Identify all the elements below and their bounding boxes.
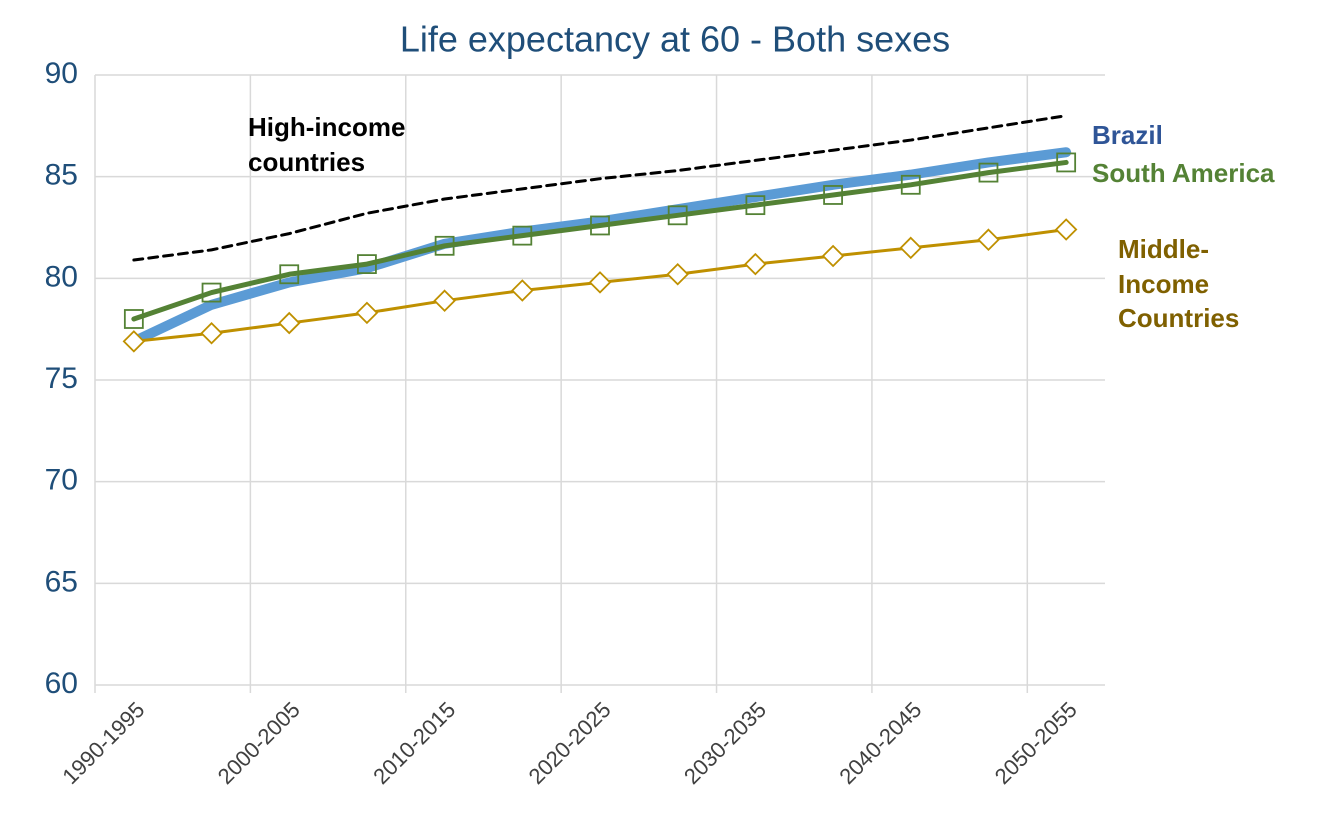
x-tick-label: 2030-2035 (679, 697, 771, 789)
marker (511, 279, 534, 302)
x-tick-label: 2020-2025 (524, 697, 616, 789)
chart-title: Life expectancy at 60 - Both sexes (400, 19, 950, 60)
y-tick-label: 70 (45, 464, 78, 497)
marker (977, 228, 1000, 251)
marker (1054, 218, 1078, 241)
y-tick-label: 80 (45, 260, 78, 293)
y-tick-label: 85 (45, 159, 78, 192)
marker (1056, 152, 1077, 173)
marker (666, 262, 689, 286)
marker (667, 205, 688, 226)
series-line (131, 159, 1069, 322)
marker (823, 185, 843, 205)
marker (123, 309, 144, 329)
series-label: High-income countries (248, 112, 406, 177)
marker (355, 301, 379, 325)
y-tick-label: 90 (45, 57, 78, 90)
marker (279, 264, 300, 285)
marker (357, 254, 377, 275)
x-tick-label: 2050-2055 (990, 697, 1082, 789)
marker (900, 174, 921, 195)
marker (821, 244, 845, 268)
marker (277, 311, 301, 335)
series-line (132, 114, 1068, 262)
marker (978, 162, 999, 183)
series-label: South America (1092, 158, 1275, 188)
x-tick-label: 1990-1995 (57, 697, 149, 789)
marker (200, 321, 223, 345)
series-label: Brazil (1092, 120, 1163, 150)
x-tick-label: 2040-2045 (834, 697, 926, 789)
y-tick-label: 60 (45, 667, 78, 700)
series-label: Middle-Income Countries (1118, 234, 1240, 334)
marker (744, 252, 767, 276)
marker (434, 235, 455, 256)
marker (122, 330, 146, 353)
marker (433, 289, 456, 312)
marker (588, 271, 612, 294)
y-tick-label: 75 (45, 362, 78, 395)
marker (745, 195, 766, 216)
x-tick-label: 2000-2005 (213, 697, 305, 789)
x-tick-label: 2010-2015 (368, 697, 460, 789)
y-tick-label: 65 (45, 565, 78, 598)
marker (512, 225, 533, 246)
marker (201, 282, 222, 303)
marker (590, 215, 610, 236)
marker (899, 236, 923, 260)
